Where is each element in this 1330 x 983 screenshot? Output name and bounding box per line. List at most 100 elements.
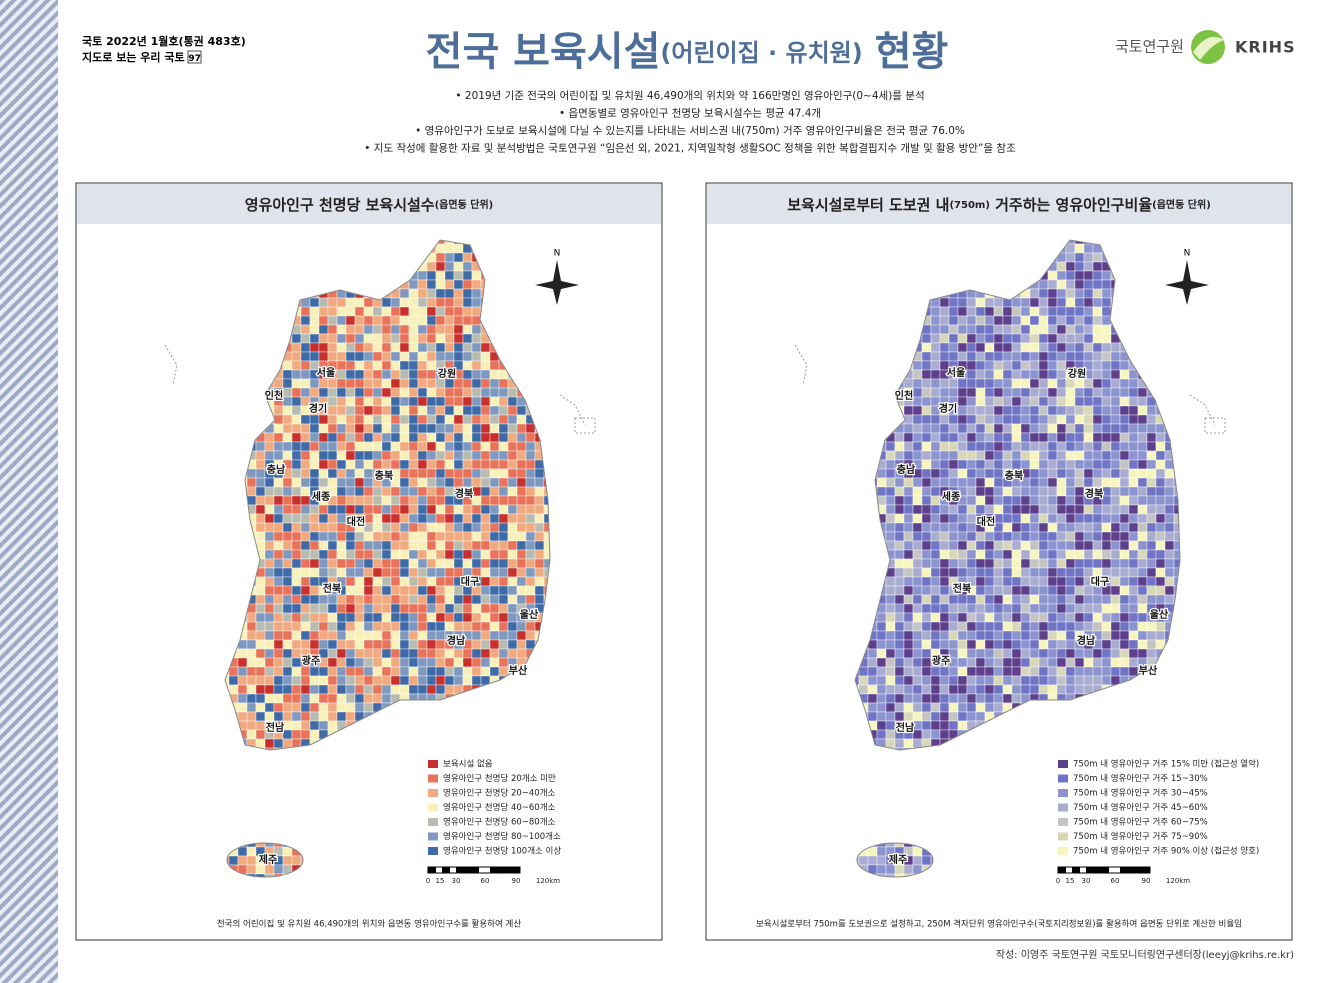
map-cell xyxy=(309,567,320,578)
map-cell xyxy=(300,450,311,461)
map-cell xyxy=(1110,459,1121,470)
map-cell xyxy=(966,567,977,578)
map-cell xyxy=(1119,387,1130,398)
map-cell xyxy=(1047,675,1058,686)
map-cell xyxy=(282,639,293,650)
map-cell xyxy=(507,468,518,479)
legend-swatch xyxy=(428,789,438,797)
map-cell xyxy=(1047,378,1058,389)
map-cell xyxy=(1101,279,1112,290)
map-cell xyxy=(480,513,491,524)
map-cell xyxy=(1164,522,1175,533)
map-cell xyxy=(417,477,428,488)
map-cell xyxy=(1146,531,1157,542)
map-cell xyxy=(1101,477,1112,488)
map-cell xyxy=(912,648,923,659)
map-cell xyxy=(984,567,995,578)
map-cell xyxy=(462,468,473,479)
map-cell xyxy=(390,369,401,380)
scale-seg xyxy=(456,867,479,873)
map-cell xyxy=(336,405,347,416)
map-cell xyxy=(921,405,932,416)
map-cell xyxy=(966,657,977,668)
map-cell xyxy=(876,720,887,731)
map-cell xyxy=(957,567,968,578)
map-cell xyxy=(1137,603,1148,614)
map-cell xyxy=(885,531,896,542)
region-label: 부산 xyxy=(1139,664,1158,677)
map-cell xyxy=(894,675,905,686)
map-cell xyxy=(426,459,437,470)
map-cell xyxy=(417,468,428,479)
map-cell xyxy=(876,630,887,641)
map-cell xyxy=(984,369,995,380)
map-cell xyxy=(1092,252,1103,263)
map-cell xyxy=(318,432,329,443)
map-cell xyxy=(984,351,995,362)
map-cell xyxy=(471,504,482,515)
map-cell xyxy=(957,297,968,308)
map-cell xyxy=(462,288,473,299)
land-outline xyxy=(224,239,551,751)
map-cell xyxy=(975,531,986,542)
map-cell xyxy=(993,306,1004,317)
map-cell xyxy=(426,324,437,335)
map-cell xyxy=(417,684,428,695)
map-cell xyxy=(939,441,950,452)
map-cell xyxy=(291,603,302,614)
map-cell xyxy=(255,873,266,877)
map-cell xyxy=(1029,459,1040,470)
map-cell xyxy=(426,585,437,596)
map-cell xyxy=(282,720,293,731)
map-cell xyxy=(1074,270,1085,281)
map-cell xyxy=(489,603,500,614)
map-cell xyxy=(525,531,536,542)
map-cell xyxy=(354,423,365,434)
map-cell xyxy=(246,486,257,497)
map-cell xyxy=(948,315,959,326)
map-cell xyxy=(255,675,266,686)
map-cell xyxy=(354,432,365,443)
map-cell xyxy=(264,540,275,551)
map-cell xyxy=(1083,621,1094,632)
map-cell xyxy=(498,576,509,587)
legend-swatch xyxy=(1058,774,1068,783)
map-cell xyxy=(462,594,473,605)
region-label: 울산 xyxy=(520,608,539,621)
map-cell xyxy=(1056,387,1067,398)
map-cell xyxy=(390,540,401,551)
map-cell xyxy=(444,675,455,686)
map-cell xyxy=(1128,432,1139,443)
map-cell xyxy=(327,432,338,443)
map-cell xyxy=(903,441,914,452)
map-cell xyxy=(291,729,302,740)
map-cell xyxy=(1002,630,1013,641)
map-cell xyxy=(444,540,455,551)
map-cell xyxy=(399,504,410,515)
map-cell xyxy=(993,405,1004,416)
map-cell xyxy=(282,486,293,497)
map-cell xyxy=(273,864,284,875)
map-cell xyxy=(948,612,959,623)
map-cell xyxy=(300,414,311,425)
scale-label: 15 xyxy=(436,877,445,885)
map-cell xyxy=(399,306,410,317)
map-cell xyxy=(1092,459,1103,470)
map-cell xyxy=(255,720,266,731)
map-cell xyxy=(1119,657,1130,668)
map-cell xyxy=(489,594,500,605)
map-cell xyxy=(291,423,302,434)
map-cell xyxy=(1056,522,1067,533)
map-cell xyxy=(966,459,977,470)
map-cell xyxy=(516,477,527,488)
map-cell xyxy=(327,378,338,389)
region-label: 경남 xyxy=(447,634,466,647)
map-cell xyxy=(1155,567,1166,578)
map-cell xyxy=(984,342,995,353)
map-cell xyxy=(498,468,509,479)
map-cell xyxy=(354,684,365,695)
map-cell xyxy=(363,531,374,542)
map-cell xyxy=(354,441,365,452)
map-cell xyxy=(471,441,482,452)
map-cell xyxy=(1020,351,1031,362)
